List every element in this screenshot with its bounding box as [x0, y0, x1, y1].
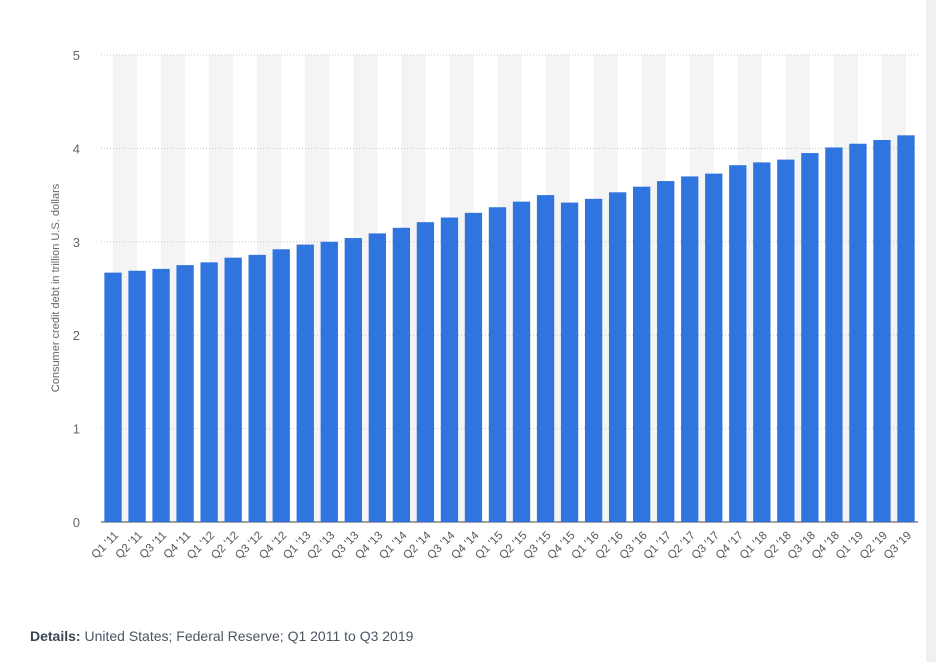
- y-tick-label: 4: [73, 141, 80, 156]
- bar[interactable]: [633, 186, 651, 522]
- bar[interactable]: [464, 212, 483, 522]
- y-tick-label: 5: [73, 48, 80, 63]
- y-tick-label: 0: [73, 515, 80, 530]
- bar[interactable]: [128, 270, 146, 522]
- bar[interactable]: [608, 192, 627, 522]
- bar[interactable]: [368, 233, 386, 523]
- bar[interactable]: [584, 198, 603, 522]
- y-tick-label: 3: [73, 235, 80, 250]
- bar[interactable]: [560, 202, 579, 522]
- bar[interactable]: [657, 181, 675, 522]
- x-tick-label: Q3 '19: [882, 530, 914, 562]
- bar[interactable]: [248, 254, 266, 522]
- bar[interactable]: [344, 238, 362, 522]
- y-tick-label: 1: [73, 422, 80, 437]
- bar[interactable]: [200, 262, 218, 522]
- bar[interactable]: [392, 227, 411, 523]
- bar[interactable]: [104, 272, 122, 522]
- y-axis-title: Consumer credit debt in trillion U.S. do…: [50, 183, 62, 392]
- bar[interactable]: [224, 257, 242, 522]
- bar[interactable]: [272, 249, 290, 522]
- bar[interactable]: [320, 241, 338, 523]
- bar[interactable]: [777, 159, 795, 522]
- bar[interactable]: [801, 153, 819, 522]
- details-text: United States; Federal Reserve; Q1 2011 …: [84, 628, 414, 644]
- bars: [104, 135, 915, 523]
- bar[interactable]: [296, 244, 314, 523]
- y-tick-labels: 0 1 2 3 4 5: [73, 48, 80, 530]
- bar[interactable]: [825, 147, 843, 522]
- bar[interactable]: [512, 201, 531, 522]
- bar[interactable]: [152, 268, 170, 522]
- bar[interactable]: [488, 207, 507, 522]
- y-tick-label: 2: [73, 328, 80, 343]
- bar[interactable]: [536, 195, 555, 522]
- bar[interactable]: [681, 176, 699, 523]
- details-line: Details: United States; Federal Reserve;…: [30, 628, 413, 644]
- bar[interactable]: [849, 143, 867, 523]
- bar[interactable]: [897, 135, 915, 522]
- bar[interactable]: [753, 162, 771, 522]
- bar[interactable]: [440, 217, 459, 523]
- bar[interactable]: [729, 165, 747, 522]
- bar[interactable]: [873, 139, 891, 522]
- details-label: Details:: [30, 628, 81, 644]
- bar[interactable]: [705, 173, 723, 523]
- page-edge: [926, 0, 936, 662]
- bar[interactable]: [176, 265, 194, 522]
- bar[interactable]: [416, 222, 435, 522]
